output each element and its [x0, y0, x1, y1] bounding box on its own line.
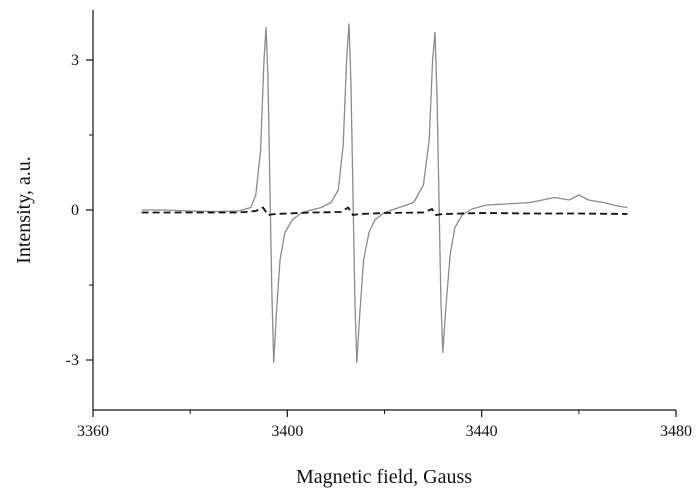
x-axis-ticks: 3360 3400 3440 3480	[77, 410, 692, 440]
x-axis-title: Magnetic field, Gauss	[296, 466, 472, 488]
y-tick-label: 0	[71, 202, 79, 219]
y-axis-title: Intensity, a.u.	[13, 156, 35, 264]
x-tick-label: 3440	[466, 423, 498, 440]
x-tick-label: 3480	[660, 423, 692, 440]
y-tick-label: -3	[66, 352, 79, 369]
series-layer	[141, 23, 628, 364]
y-tick-label: 3	[71, 52, 79, 69]
x-tick-label: 3360	[77, 423, 109, 440]
y-axis-ticks: -3 0 3	[66, 52, 93, 369]
plot-area: 3360 3400 3440 3480 -3 0 3	[66, 10, 692, 440]
solid-series-line	[141, 23, 628, 364]
dashed-series-line	[141, 206, 628, 216]
x-tick-label: 3400	[271, 423, 303, 440]
